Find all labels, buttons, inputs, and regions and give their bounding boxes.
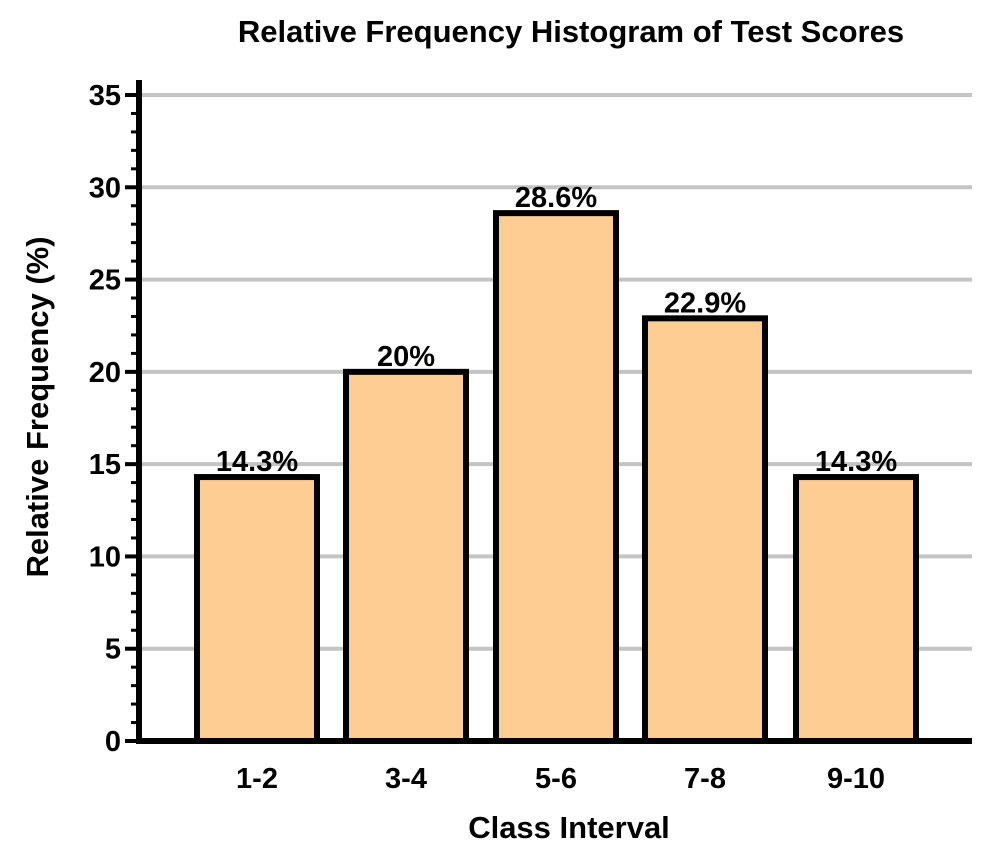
y-tick-label-5: 5 (105, 634, 121, 666)
x-axis-label: Class Interval (468, 810, 670, 845)
chart-title: Relative Frequency Histogram of Test Sco… (238, 14, 904, 49)
x-tick-label-7-8: 7-8 (684, 763, 726, 795)
data-label-9-10: 14.3% (815, 446, 897, 478)
y-tick-label-35: 35 (89, 80, 121, 112)
y-tick-label-0: 0 (105, 726, 121, 758)
bar-7-8 (642, 315, 768, 744)
bar-3-4 (343, 368, 469, 744)
bars (194, 210, 919, 744)
y-tick-label-30: 30 (89, 172, 121, 204)
bar-9-10 (793, 474, 919, 744)
y-tick-label-15: 15 (89, 449, 121, 481)
data-label-7-8: 22.9% (664, 287, 746, 319)
tick-labels: 0 5 10 15 20 25 30 35 1-2 3-4 5-6 7-8 9-10 (89, 80, 885, 795)
data-label-5-6: 28.6% (515, 182, 597, 214)
data-label-3-4: 20% (377, 341, 435, 373)
x-tick-label-1-2: 1-2 (236, 763, 278, 795)
y-tick-label-10: 10 (89, 541, 121, 573)
y-axis-label: Relative Frequency (%) (20, 236, 55, 577)
bar-5-6 (493, 210, 619, 744)
x-tick-label-9-10: 9-10 (827, 763, 885, 795)
y-tick-label-20: 20 (89, 357, 121, 389)
axes (125, 80, 972, 744)
x-tick-label-5-6: 5-6 (535, 763, 577, 795)
data-labels: 14.3% 20% 28.6% 22.9% 14.3% (216, 182, 897, 478)
data-label-1-2: 14.3% (216, 446, 298, 478)
x-tick-label-3-4: 3-4 (385, 763, 427, 795)
y-tick-label-25: 25 (89, 265, 121, 297)
bar-1-2 (194, 474, 320, 744)
